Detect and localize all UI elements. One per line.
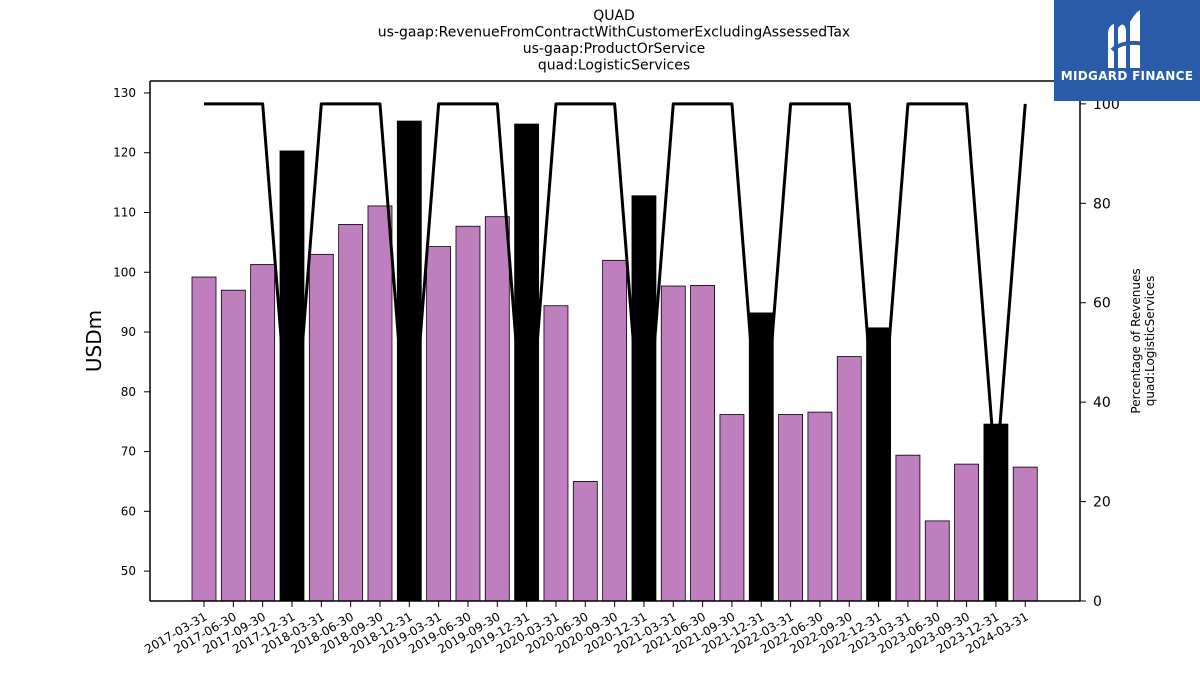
y-tick-label: 80 [121, 385, 136, 399]
bar [631, 195, 657, 602]
bar [220, 289, 246, 602]
bar [543, 305, 569, 602]
chart-title: QUADus-gaap:RevenueFromContractWithCusto… [378, 8, 850, 74]
chart-title-line: us-gaap:ProductOrService [523, 41, 706, 57]
y2-tick-label: 80 [1093, 196, 1111, 212]
midgard-finance-logo: MIDGARD FINANCE [1054, 0, 1200, 101]
bar [338, 224, 364, 602]
bar [572, 481, 598, 602]
left-y-axis-ticks: 50 60 70 80 90 100 110 120 130 [113, 86, 150, 578]
bar [426, 246, 452, 602]
bar-series [191, 120, 1038, 602]
y-tick-label: 60 [121, 504, 136, 518]
y-tick-label: 120 [113, 146, 136, 160]
bar [778, 414, 803, 602]
y2-tick-label: 40 [1093, 395, 1111, 411]
chart-title-line: QUAD [593, 8, 635, 24]
bar [954, 463, 979, 602]
bar [690, 285, 716, 602]
bar [807, 411, 833, 602]
y-axis-label: USDm [82, 310, 106, 372]
chart-title-line: quad:LogisticServices [538, 58, 690, 74]
y2-tick-label: 0 [1093, 594, 1102, 610]
bar [719, 414, 745, 602]
y2-tick-label: 20 [1093, 495, 1111, 511]
percentage-line [204, 102, 1027, 479]
midgard-logo-icon [1108, 10, 1145, 69]
bar [924, 520, 950, 602]
y-tick-label: 110 [113, 205, 136, 219]
bar [836, 356, 862, 602]
x-axis-ticks: 2017-03-312017-06-302017-09-302017-12-31… [142, 601, 1031, 656]
y-tick-label: 100 [113, 265, 136, 279]
bar [367, 205, 393, 602]
y-tick-label: 50 [121, 564, 136, 578]
y2-tick-label: 60 [1093, 296, 1111, 312]
bar [250, 264, 276, 602]
bar [308, 253, 334, 602]
percentage-line-series [204, 102, 1027, 479]
bar [602, 259, 628, 602]
y-tick-label: 70 [121, 445, 136, 459]
y-tick-label: 90 [121, 325, 136, 339]
bar [191, 276, 217, 602]
bar [983, 423, 1009, 602]
bar [895, 454, 921, 602]
bar [1012, 466, 1038, 602]
y-tick-label: 130 [113, 86, 136, 100]
bar [484, 216, 510, 602]
right-y-axis-label-line: Percentage of Revenues [1129, 268, 1143, 413]
right-y-axis-label-line: quad:LogisticServices [1143, 276, 1157, 407]
bar [455, 225, 481, 602]
chart-title-line: us-gaap:RevenueFromContractWithCustomerE… [378, 25, 850, 41]
bar [660, 285, 686, 602]
right-y-axis-label: Percentage of Revenues quad:LogisticServi… [1129, 268, 1157, 413]
logo-text: MIDGARD FINANCE [1060, 69, 1194, 83]
